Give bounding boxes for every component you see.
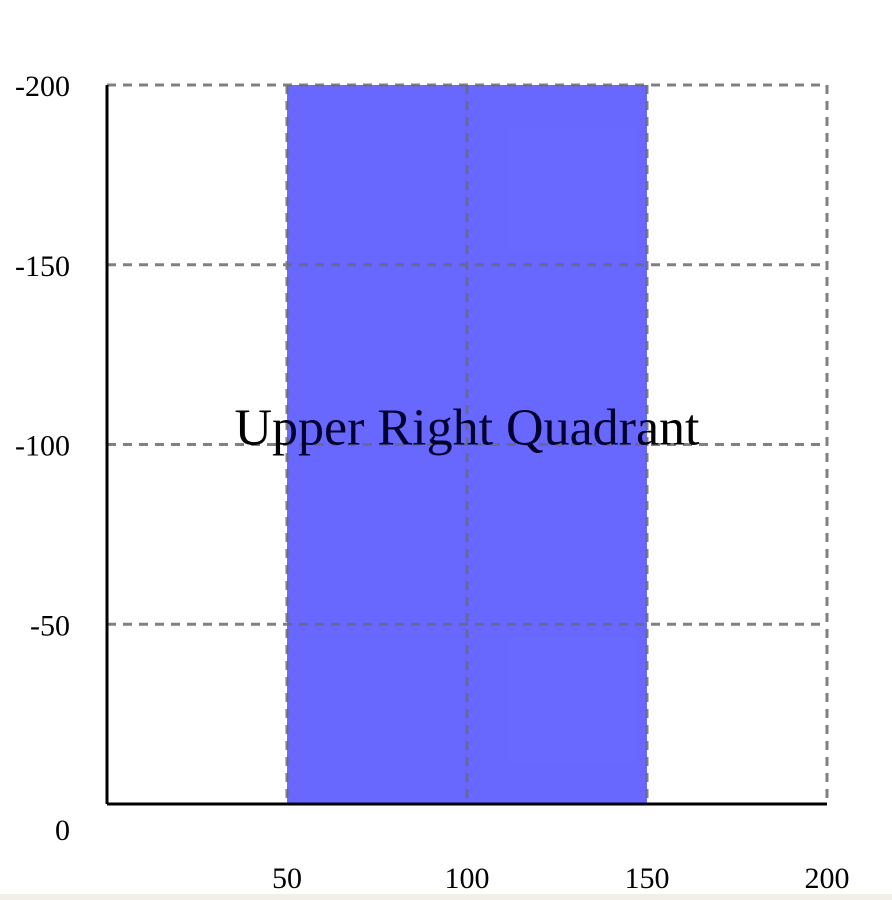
x-tick-label-2: 150 bbox=[625, 862, 670, 895]
annotation-text-0: Upper Right Quadrant bbox=[234, 400, 700, 457]
x-tick-label-0: 50 bbox=[272, 862, 302, 895]
shaded-region-overlay bbox=[287, 85, 647, 804]
x-tick-label-1: 100 bbox=[445, 862, 490, 895]
plot-layer: 0 -50 -100 -150 -200 50 100 150 200 Upper Right Q… bbox=[15, 70, 850, 895]
y-tick-label-4: -200 bbox=[15, 70, 70, 103]
x-tick-label-3: 200 bbox=[805, 862, 850, 895]
y-tick-label-3: -150 bbox=[15, 250, 70, 283]
y-tick-label-1: -50 bbox=[30, 609, 70, 642]
footer-strip bbox=[0, 894, 892, 900]
y-tick-label-2: -100 bbox=[15, 430, 70, 463]
y-tick-label-0: 0 bbox=[55, 814, 70, 847]
